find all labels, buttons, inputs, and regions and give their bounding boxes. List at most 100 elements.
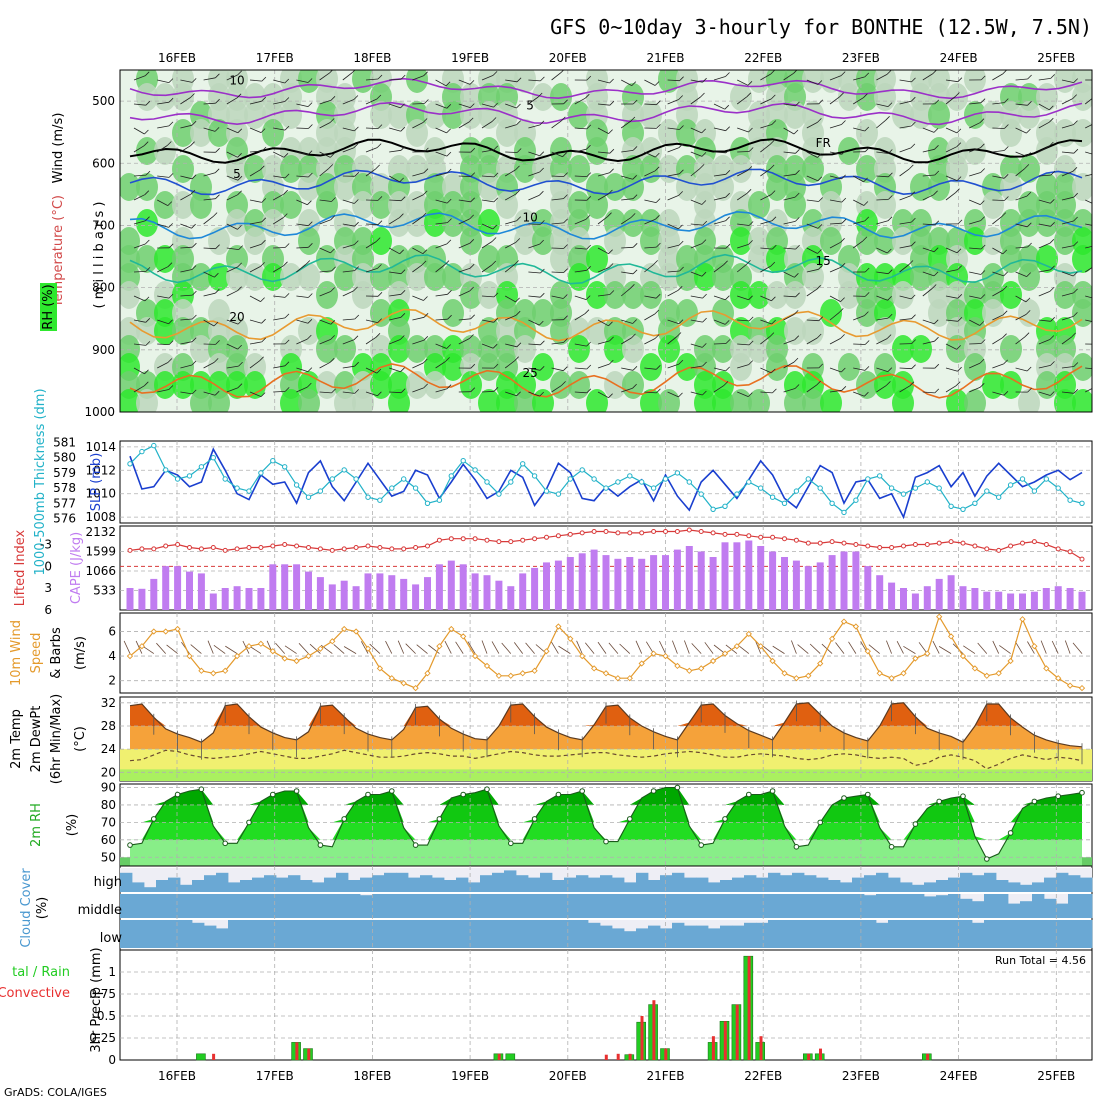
wind10m-barb (896, 641, 904, 654)
wind-barb-flag (261, 198, 267, 203)
wind-barb (621, 79, 632, 86)
wind-barb-flag (702, 343, 707, 348)
cloud-cover-bar (420, 894, 433, 918)
wind-barb (1015, 314, 1027, 321)
lifted-index-marker (555, 533, 561, 539)
wind-barb-flag (863, 93, 868, 98)
wind-barb (597, 340, 610, 345)
wind-barb-flag (839, 308, 844, 313)
rh-cell (946, 155, 968, 183)
cape-bar (673, 549, 681, 610)
cloud-cover-bar (132, 894, 145, 918)
wind-barb-flag (702, 293, 707, 299)
lifted-index-marker (258, 545, 264, 550)
wind10m-marker (198, 667, 205, 674)
wind-barb-flag (911, 96, 916, 102)
thickness-tick-label: 576 (53, 511, 76, 525)
wind-barb (388, 217, 400, 225)
wind-barb (667, 336, 678, 345)
cloud-cover-bar (504, 894, 517, 918)
wind10m-marker (305, 652, 312, 660)
wind-barb (435, 293, 448, 297)
wind-barb (667, 363, 680, 369)
wind-barb-flag (261, 146, 267, 152)
cape-tick-label: 2132 (85, 525, 116, 539)
cloud-cover-bar (588, 877, 601, 892)
lifted-index-marker (793, 537, 799, 543)
wind-barb (203, 102, 216, 105)
wind-barb-flag (841, 367, 846, 373)
wind-barb-flag (424, 147, 429, 153)
wind-barb (481, 264, 493, 273)
wind-barb (389, 316, 401, 321)
cloud-cover-bar (648, 880, 661, 892)
wind-barb-flag (445, 81, 451, 87)
wind-barb (458, 267, 471, 273)
top-date-labels: 16FEB 17FEB 18FEB 19FEB 20FEB 21FEB 22FEB 23FEB… (158, 51, 1075, 65)
wind-barb-flag (144, 129, 149, 135)
cloud-cover-bar (876, 872, 889, 892)
rh-cell (784, 281, 806, 309)
rh-cell (280, 389, 302, 412)
thickness-marker (139, 448, 145, 455)
cloud-cover-bar (696, 894, 709, 918)
wind-barb-flag (168, 173, 174, 178)
thickness-marker (210, 455, 217, 461)
rh-cell (190, 119, 212, 147)
wind-barb-flag (632, 175, 637, 180)
wind-barb (412, 295, 424, 301)
wind-barb-flag (215, 148, 220, 153)
wind-barb-flag (723, 260, 728, 266)
cloud-cover-bar (612, 928, 625, 948)
cloud-cover-bar (756, 922, 769, 948)
wind-barb (853, 199, 865, 206)
cloud-cover-bar (936, 880, 949, 892)
wind-barb (551, 72, 562, 81)
wind-barb (853, 367, 866, 371)
wind10m-marker (376, 665, 384, 672)
wind-barb-flag (470, 387, 476, 392)
wind-barb (992, 127, 1005, 129)
cloud-cover-bar (636, 872, 649, 892)
wind-barb (667, 99, 679, 105)
temp2m-unit: (°C) (73, 726, 88, 752)
thickness-marker (198, 464, 205, 470)
cloud-cover-bar (492, 894, 505, 918)
wind-barb (899, 221, 912, 225)
wind-barb (505, 295, 516, 303)
wind10m-marker (138, 643, 146, 650)
wind-barb-flag (586, 364, 592, 370)
wind-barb (945, 79, 958, 83)
wind-barb (1061, 196, 1074, 201)
wind-barb-flag (375, 237, 381, 242)
wind10m-marker (888, 675, 895, 682)
wind-barb-flag (1050, 361, 1055, 366)
cloud-cover-bar (348, 880, 361, 892)
rh2m-tick-label: 90 (101, 780, 116, 794)
wind10m-barb (405, 643, 416, 654)
wind10m-marker (864, 648, 871, 655)
wind-barb-flag (167, 358, 173, 363)
thickness-marker (163, 467, 169, 473)
rh-cell (334, 335, 356, 363)
wind-barb (806, 319, 819, 322)
wind-barb (922, 288, 933, 297)
wind-barb (783, 173, 796, 177)
wind-barb-flag (400, 146, 406, 151)
wind-barb-flag (470, 172, 476, 177)
wind-barb (1085, 388, 1092, 393)
wind-barb-flag (586, 244, 591, 250)
rh-cell (1000, 281, 1022, 309)
wind-barb-flag (911, 241, 916, 246)
wind-barb (319, 72, 330, 81)
rh-cell (172, 371, 194, 399)
wind-barb (1038, 223, 1051, 227)
wind-barb (876, 119, 886, 129)
thickness-marker (900, 491, 907, 497)
wind-barb-flag (377, 264, 382, 269)
wind-barb (690, 79, 703, 83)
cloud-cover-bar (168, 894, 181, 918)
date-label-bottom: 23FEB (842, 1069, 880, 1083)
wind-barb (435, 127, 447, 134)
wind-barb-flag (331, 388, 336, 394)
